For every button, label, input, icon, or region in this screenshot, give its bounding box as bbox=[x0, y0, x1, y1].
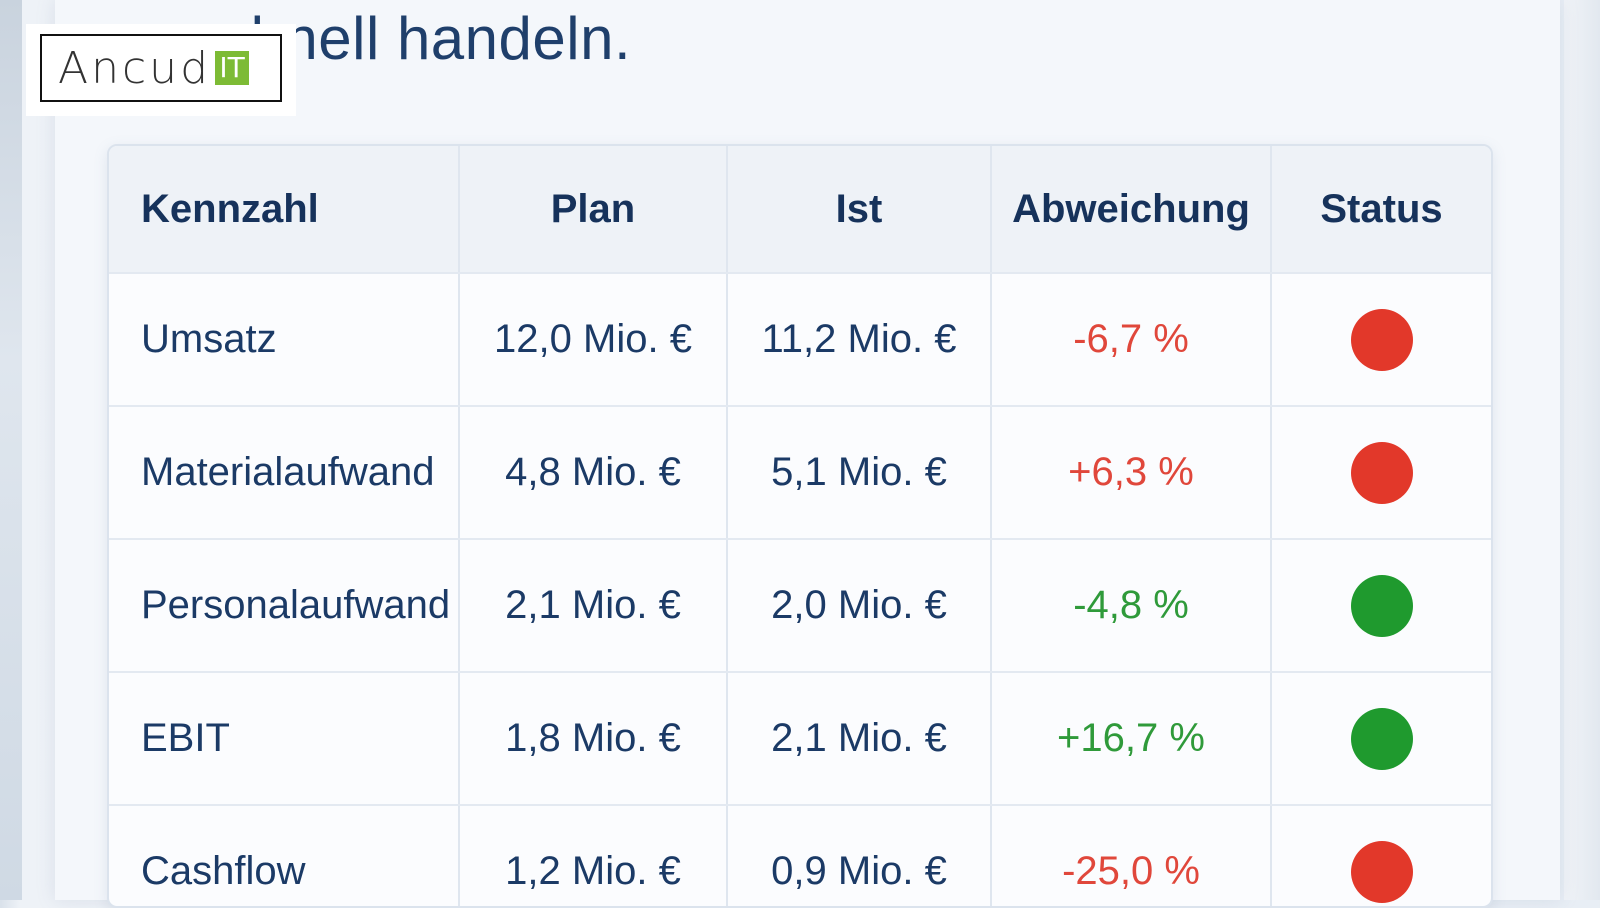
cell-ist: 2,1 Mio. € bbox=[727, 672, 992, 806]
cell-ist: 5,1 Mio. € bbox=[727, 406, 992, 540]
cell-abweichung: +6,3 % bbox=[991, 406, 1272, 540]
table-row: Personalaufwand 2,1 Mio. € 2,0 Mio. € -4… bbox=[109, 539, 1491, 673]
cell-abweichung: -25,0 % bbox=[991, 805, 1272, 906]
header-ist: Ist bbox=[727, 146, 992, 274]
background-edge-right bbox=[1564, 0, 1600, 900]
status-red-dot-icon bbox=[1350, 840, 1413, 903]
table-header-row: Kennzahl Plan Ist Abweichung Status bbox=[109, 146, 1491, 274]
status-green-dot-icon bbox=[1350, 707, 1413, 770]
header-plan: Plan bbox=[459, 146, 728, 274]
header-kennzahl: Kennzahl bbox=[109, 146, 460, 274]
cell-kennzahl: Materialaufwand bbox=[109, 406, 460, 540]
ancud-it-logo: Ancud IT bbox=[40, 34, 282, 102]
status-red-dot-icon bbox=[1350, 308, 1413, 371]
table-row: Cashflow 1,2 Mio. € 0,9 Mio. € -25,0 % bbox=[109, 805, 1491, 906]
cell-ist: 0,9 Mio. € bbox=[727, 805, 992, 906]
kpi-table-card: Kennzahl Plan Ist Abweichung Status Umsa… bbox=[107, 144, 1493, 908]
cell-plan: 1,2 Mio. € bbox=[459, 805, 728, 906]
header-abweichung: Abweichung bbox=[991, 146, 1272, 274]
cell-ist: 2,0 Mio. € bbox=[727, 539, 992, 673]
cell-status bbox=[1271, 406, 1491, 540]
cell-abweichung: +16,7 % bbox=[991, 672, 1272, 806]
cell-kennzahl: Cashflow bbox=[109, 805, 460, 906]
cell-plan: 1,8 Mio. € bbox=[459, 672, 728, 806]
cell-status bbox=[1271, 672, 1491, 806]
cell-kennzahl: Personalaufwand bbox=[109, 539, 460, 673]
cell-abweichung: -6,7 % bbox=[991, 273, 1272, 407]
cell-status bbox=[1271, 805, 1491, 906]
background-edge-left bbox=[0, 0, 22, 900]
cell-status bbox=[1271, 539, 1491, 673]
cell-plan: 12,0 Mio. € bbox=[459, 273, 728, 407]
cell-kennzahl: EBIT bbox=[109, 672, 460, 806]
status-green-dot-icon bbox=[1350, 574, 1413, 637]
table-row: Materialaufwand 4,8 Mio. € 5,1 Mio. € +6… bbox=[109, 406, 1491, 540]
table-row: Umsatz 12,0 Mio. € 11,2 Mio. € -6,7 % bbox=[109, 273, 1491, 407]
cell-abweichung: -4,8 % bbox=[991, 539, 1272, 673]
status-red-dot-icon bbox=[1350, 441, 1413, 504]
kpi-table: Kennzahl Plan Ist Abweichung Status Umsa… bbox=[109, 146, 1491, 906]
table-row: EBIT 1,8 Mio. € 2,1 Mio. € +16,7 % bbox=[109, 672, 1491, 806]
cell-plan: 2,1 Mio. € bbox=[459, 539, 728, 673]
logo-text: Ancud bbox=[58, 42, 211, 94]
cell-kennzahl: Umsatz bbox=[109, 273, 460, 407]
logo-it-badge: IT bbox=[215, 51, 249, 85]
cell-ist: 11,2 Mio. € bbox=[727, 273, 992, 407]
header-status: Status bbox=[1271, 146, 1491, 274]
logo-container: Ancud IT bbox=[26, 24, 296, 116]
cell-plan: 4,8 Mio. € bbox=[459, 406, 728, 540]
cell-status bbox=[1271, 273, 1491, 407]
